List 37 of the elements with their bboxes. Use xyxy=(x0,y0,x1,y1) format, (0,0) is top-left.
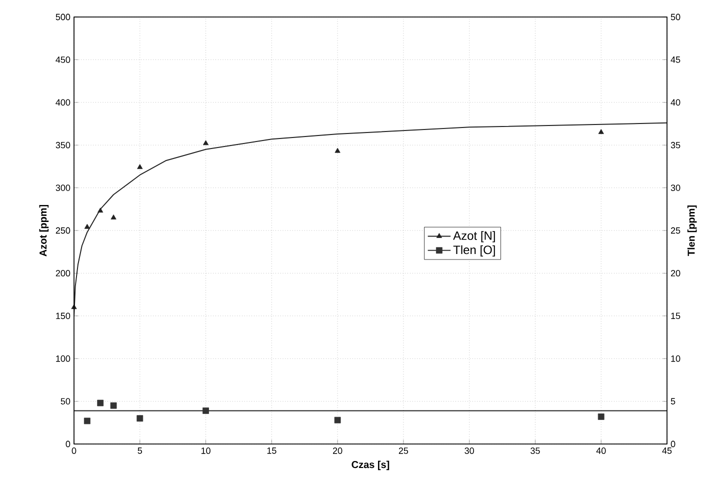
x-tick-label: 20 xyxy=(333,448,342,454)
y2-tick-label: 35 xyxy=(670,142,680,148)
y-tick-label: 50 xyxy=(60,398,70,404)
y-tick-label: 350 xyxy=(56,142,70,148)
y-tick-label: 500 xyxy=(56,14,70,20)
x-tick-label: 35 xyxy=(530,448,540,454)
y2-tick-label: 45 xyxy=(670,56,680,63)
y-tick-label: 150 xyxy=(56,312,70,320)
y2-tick-label: 50 xyxy=(670,14,680,20)
x-tick-label: 0 xyxy=(72,448,76,454)
y-tick-label: 0 xyxy=(66,440,70,448)
y2-axis-title: Tlen [ppm] xyxy=(687,206,697,256)
x-tick-label: 30 xyxy=(464,448,474,454)
y-axis-title: Azot [ppm] xyxy=(39,204,49,256)
y2-tick-label: 20 xyxy=(670,270,680,276)
x-tick-label: 10 xyxy=(201,448,210,454)
y-tick-label: 250 xyxy=(56,227,70,234)
y2-tick-label: 30 xyxy=(670,184,680,191)
x-axis-title: Czas [s] xyxy=(352,460,390,470)
y-tick-label: 200 xyxy=(56,270,70,276)
y-tick-label: 100 xyxy=(56,355,70,362)
y2-tick-label: 40 xyxy=(670,99,680,106)
y-tick-label: 400 xyxy=(56,99,70,106)
y2-tick-label: 10 xyxy=(671,355,680,362)
y2-tick-label: 5 xyxy=(670,398,676,404)
x-tick-label: 45 xyxy=(662,448,672,454)
y2-tick-label: 0 xyxy=(670,440,676,448)
legend-label: Tlen [O] xyxy=(453,245,495,256)
y2-tick-label: 25 xyxy=(670,227,680,234)
x-tick-label: 25 xyxy=(398,448,408,454)
y2-tick-label: 15 xyxy=(671,312,680,320)
y-tick-label: 300 xyxy=(56,184,70,191)
x-tick-label: 40 xyxy=(596,448,606,454)
y-tick-label: 450 xyxy=(56,56,70,63)
x-tick-label: 5 xyxy=(138,448,142,454)
legend-label: Azot [N] xyxy=(453,231,495,242)
x-tick-label: 15 xyxy=(267,448,276,454)
